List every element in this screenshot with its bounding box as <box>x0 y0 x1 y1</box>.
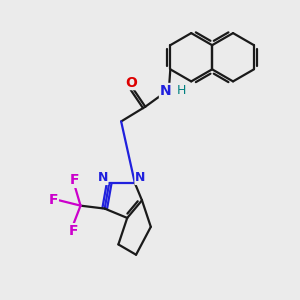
Text: H: H <box>176 84 186 97</box>
Text: O: O <box>125 76 137 90</box>
Text: N: N <box>98 171 108 184</box>
Text: F: F <box>70 173 80 187</box>
Text: F: F <box>49 193 58 207</box>
Text: F: F <box>68 224 78 238</box>
Text: N: N <box>160 83 171 98</box>
Text: N: N <box>135 171 146 184</box>
